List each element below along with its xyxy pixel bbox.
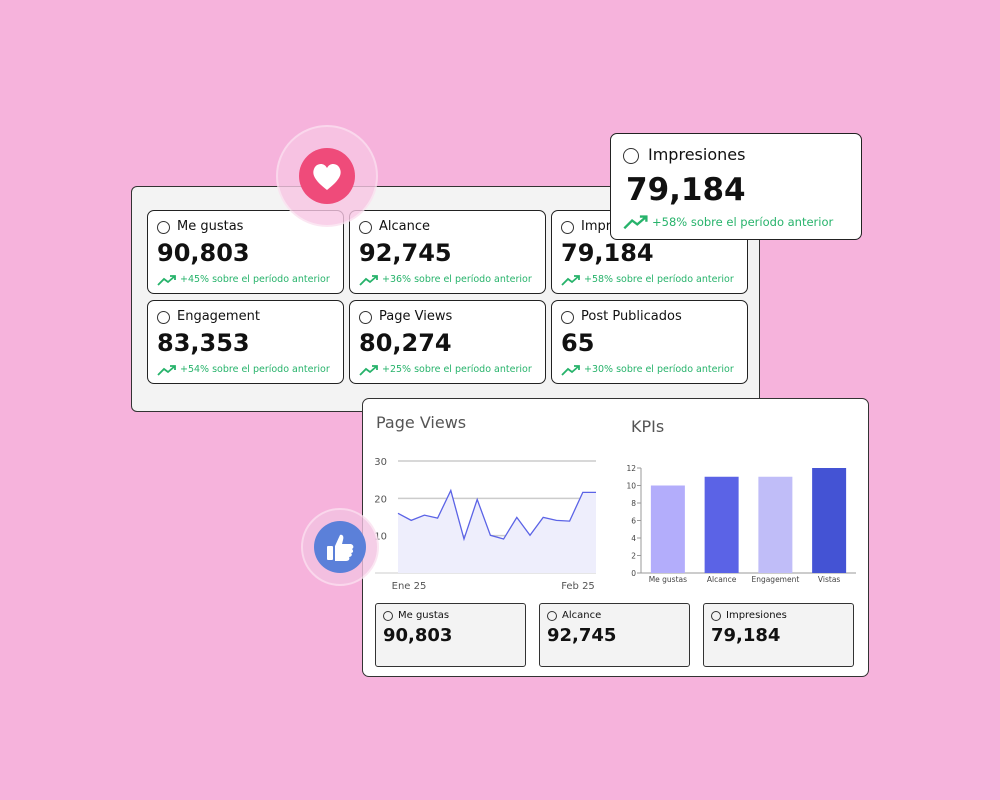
bar (704, 476, 739, 573)
card-icon (157, 221, 170, 234)
card-label: Alcance (379, 219, 431, 234)
card-change: +45% sobre el período anterior (180, 274, 330, 285)
x-tick-label: Alcance (707, 575, 737, 584)
card-label: Impresiones (726, 610, 787, 621)
x-tick-label: Vistas (818, 575, 840, 584)
chart-title: Page Views (376, 413, 466, 432)
card-change: +58% sobre el período anterior (584, 274, 734, 285)
card-label: Me gustas (398, 610, 450, 621)
card-icon (561, 311, 574, 324)
metric-card: Alcance 92,745 (539, 603, 690, 667)
x-tick-label: Feb 25 (561, 581, 595, 592)
bar (650, 485, 685, 573)
card-icon (623, 148, 639, 164)
trend-icon (623, 215, 648, 230)
y-tick-label: 6 (631, 517, 636, 526)
card-label: Alcance (562, 610, 602, 621)
chart-title: KPIs (631, 417, 664, 436)
card-value: 79,184 (561, 239, 654, 267)
card-value: 65 (561, 329, 595, 357)
metric-card: Alcance 92,745 +36% sobre el período anter… (349, 210, 546, 294)
card-icon (547, 611, 557, 621)
card-change: +36% sobre el período anterior (382, 274, 532, 285)
trend-icon (157, 365, 176, 376)
charts: Page Views 10 20 30 Ene 25 Feb 25 KPIs 0 2 4 6 8 10 1… (374, 413, 856, 592)
y-tick-label: 10 (626, 482, 636, 491)
card-icon (561, 221, 574, 234)
trend-icon (561, 365, 580, 376)
line (397, 488, 596, 542)
card-label: Post Publicados (581, 309, 682, 324)
card-label: Page Views (379, 309, 453, 324)
card-change: +58% sobre el período anterior (652, 215, 834, 229)
trend-icon (157, 275, 176, 286)
card-icon (157, 311, 170, 324)
y-tick-label: 10 (374, 532, 387, 543)
card-value: 90,803 (383, 625, 453, 646)
card-value: 92,745 (547, 625, 617, 646)
floating-card: Impresiones 79,184 +58% sobre el período a… (610, 133, 862, 240)
y-tick-label: 20 (374, 494, 387, 505)
card-value: 79,184 (626, 172, 746, 208)
y-tick-label: 4 (631, 534, 636, 543)
area (398, 490, 596, 573)
y-tick-label: 12 (626, 464, 636, 473)
card-label: Me gustas (177, 219, 244, 234)
metric-card: Me gustas 90,803 (375, 603, 526, 667)
card-change: +25% sobre el período anterior (382, 364, 532, 375)
heart-badge (276, 125, 378, 227)
card-value: 83,353 (157, 329, 250, 357)
card-change: +30% sobre el período anterior (584, 364, 734, 375)
card-value: 90,803 (157, 239, 250, 267)
x-tick-label: Me gustas (649, 575, 687, 584)
card-icon (383, 611, 393, 621)
card-icon (359, 221, 372, 234)
card-icon (711, 611, 721, 621)
trend-icon (561, 275, 580, 286)
metric-card: Engagement 83,353 +54% sobre el período an… (147, 300, 344, 384)
x-tick-label: Engagement (751, 575, 799, 584)
bar (758, 476, 793, 573)
card-label: Impresiones (648, 145, 746, 164)
card-label: Engagement (177, 309, 260, 324)
y-tick-label: 2 (631, 552, 636, 561)
metric-card: Post Publicados 65 +30% sobre el período a… (551, 300, 748, 384)
metric-card: Impresiones 79,184 (703, 603, 854, 667)
y-tick-label: 8 (631, 499, 636, 508)
metric-card: Page Views 80,274 +25% sobre el período an… (349, 300, 546, 384)
card-change: +54% sobre el período anterior (180, 364, 330, 375)
y-tick-label: 30 (374, 457, 387, 468)
bar (812, 468, 847, 573)
like-badge (301, 508, 379, 586)
trend-icon (359, 275, 378, 286)
card-value: 80,274 (359, 329, 452, 357)
chart-panel: Page Views 10 20 30 Ene 25 Feb 25 KPIs 0 2 4 6 8 10 1… (362, 398, 869, 677)
card-icon (359, 311, 372, 324)
y-tick-label: 0 (631, 569, 636, 578)
card-value: 79,184 (711, 625, 781, 646)
x-tick-label: Ene 25 (392, 581, 427, 592)
card-value: 92,745 (359, 239, 452, 267)
trend-icon (359, 365, 378, 376)
